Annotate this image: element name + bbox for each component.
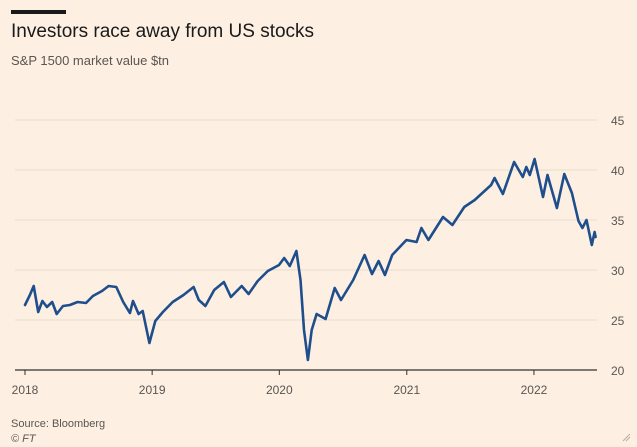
ft-credit: © FT: [11, 433, 36, 445]
chart-title: Investors race away from US stocks: [11, 21, 315, 42]
x-tick-label-2021: 2021: [393, 383, 420, 397]
x-tick-label-2022: 2022: [521, 383, 548, 397]
brand-bar: [11, 10, 66, 14]
source-note: Source: Bloomberg: [11, 418, 106, 430]
y-tick-label-45: 45: [611, 114, 625, 128]
resize-handle-icon[interactable]: [622, 433, 631, 442]
y-tick-label-40: 40: [611, 164, 625, 178]
y-tick-label-30: 30: [611, 264, 625, 278]
series-line-0: [23, 157, 597, 362]
chart-subtitle: S&P 1500 market value $tn: [11, 53, 170, 68]
y-tick-label-25: 25: [611, 314, 625, 328]
x-tick-label-2018: 2018: [12, 383, 39, 397]
x-tick-label-2020: 2020: [266, 383, 293, 397]
x-tick-label-2019: 2019: [139, 383, 166, 397]
y-tick-label-20: 20: [611, 364, 625, 378]
y-tick-label-35: 35: [611, 214, 625, 228]
